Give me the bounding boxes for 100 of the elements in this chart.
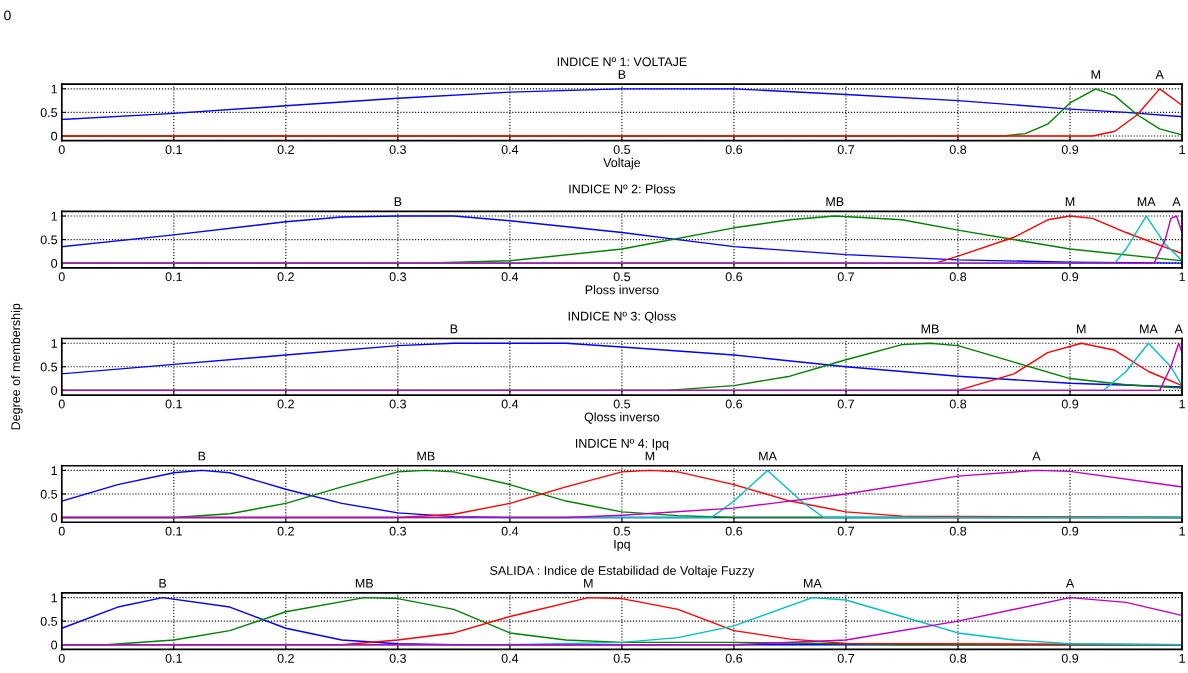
x-tick-label: 0.1 <box>165 272 182 282</box>
x-axis-title: Voltaje <box>603 157 641 170</box>
series-label: MA <box>759 451 777 461</box>
x-tick-label: 1 <box>1179 654 1185 663</box>
y-tick-label: 1 <box>51 84 57 94</box>
x-tick-label: 0.9 <box>1061 145 1079 155</box>
x-tick-label: 0.4 <box>501 653 519 663</box>
x-axis-title: Qloss inverso <box>584 412 660 424</box>
x-tick-label: 0.3 <box>389 272 406 282</box>
y-tick-label: 0 <box>51 513 58 523</box>
y-tick-label: 0.5 <box>40 235 58 245</box>
x-tick-label: 0.9 <box>1061 653 1079 663</box>
chart-title: SALIDA : Indice de Estabilidad de Voltaje Fuzzy <box>490 565 755 578</box>
series-label: A <box>1174 324 1183 334</box>
chart-title: INDICE Nº 2: Ploss <box>569 184 676 194</box>
x-axis-title: Ploss inverso <box>585 285 659 295</box>
x-tick-label: 0.3 <box>389 145 406 155</box>
x-tick-label: 0.1 <box>165 526 182 536</box>
series-label: MA <box>1140 324 1158 334</box>
series-label: A <box>1032 451 1041 461</box>
chart-title: INDICE Nº 1: VOLTAJE <box>557 57 687 67</box>
y-tick-label: 0.5 <box>40 489 58 499</box>
x-tick-label: 0 <box>58 145 65 155</box>
y-tick-label: 0.5 <box>40 108 58 118</box>
series-label: M <box>1065 197 1075 206</box>
series-label: MA <box>1137 197 1156 206</box>
x-tick-label: 0.7 <box>837 272 855 282</box>
series-label: B <box>394 197 402 206</box>
x-tick-label: 0.6 <box>725 145 743 155</box>
x-tick-label: 1 <box>1179 272 1185 282</box>
series-label: B <box>159 578 167 588</box>
series-label: MB <box>355 578 373 588</box>
series-label: A <box>1172 197 1181 206</box>
y-tick-label: 1 <box>51 466 57 475</box>
x-tick-label: 0.9 <box>1061 526 1079 536</box>
x-tick-label: 0.2 <box>277 653 294 663</box>
x-tick-label: 0.5 <box>613 145 631 155</box>
x-tick-label: 0.8 <box>949 526 967 536</box>
y-tick-label: 0 <box>51 258 58 268</box>
x-tick-label: 0.3 <box>389 653 406 663</box>
x-tick-label: 1 <box>1179 526 1185 536</box>
x-tick-label: 0.5 <box>613 653 631 663</box>
series-label: MB <box>921 324 939 334</box>
x-tick-label: 0 <box>58 526 65 536</box>
x-tick-label: 0.1 <box>165 653 182 663</box>
x-tick-label: 0.7 <box>837 399 855 409</box>
series-label: M <box>584 578 593 588</box>
series-label: M <box>1077 324 1086 334</box>
x-tick-label: 0.2 <box>277 399 294 409</box>
x-tick-label: 1 <box>1179 399 1185 409</box>
series-label: MB <box>826 197 844 206</box>
y-tick-label: 0.5 <box>40 616 58 626</box>
x-tick-label: 0.2 <box>277 526 294 536</box>
series-label: MA <box>804 578 822 588</box>
y-tick-label: 1 <box>51 211 57 221</box>
series-label: M <box>645 451 655 461</box>
series-label: M <box>1091 70 1100 79</box>
x-tick-label: 0.4 <box>501 145 519 155</box>
x-tick-label: 0.6 <box>725 653 743 663</box>
x-tick-label: 0.8 <box>949 399 967 409</box>
x-tick-label: 1 <box>1179 145 1185 154</box>
x-tick-label: 0.1 <box>165 399 182 409</box>
x-tick-label: 0 <box>58 653 65 663</box>
series-label: B <box>198 451 206 461</box>
x-tick-label: 0.2 <box>277 272 294 282</box>
x-tick-label: 0.2 <box>277 145 294 155</box>
x-tick-label: 0.5 <box>613 272 631 282</box>
series-label: B <box>450 324 458 334</box>
x-tick-label: 0.6 <box>725 399 743 409</box>
x-tick-label: 0.7 <box>837 653 855 663</box>
x-tick-label: 0.8 <box>949 272 967 282</box>
x-tick-label: 0.3 <box>389 399 406 409</box>
x-tick-label: 0.8 <box>949 653 967 663</box>
text: 0 <box>4 10 11 21</box>
series-label: B <box>618 70 626 79</box>
series-label: A <box>1065 578 1075 588</box>
chart-title: INDICE Nº 4: Ipq <box>575 438 669 451</box>
y-tick-label: 1 <box>51 339 57 348</box>
x-axis-title: Ipq <box>614 539 630 552</box>
x-tick-label: 0.9 <box>1061 399 1079 409</box>
x-tick-label: 0.6 <box>725 526 743 536</box>
y-tick-label: 0 <box>51 386 58 395</box>
series-label: MB <box>417 451 435 461</box>
series-label: A <box>1155 70 1164 79</box>
x-tick-label: 0.9 <box>1061 272 1079 282</box>
x-tick-label: 0.3 <box>389 526 406 536</box>
y-tick-label: 0.5 <box>40 362 58 372</box>
x-tick-label: 0.1 <box>165 145 182 155</box>
x-tick-label: 0.4 <box>501 526 519 536</box>
x-tick-label: 0.6 <box>725 272 743 282</box>
y-axis-title: Degree of membership <box>10 303 23 430</box>
x-tick-label: 0.4 <box>501 272 519 282</box>
x-tick-label: 0 <box>58 399 65 409</box>
x-tick-label: 0.8 <box>949 145 967 155</box>
y-tick-label: 0 <box>51 640 58 650</box>
chart-title: INDICE Nº 3: Qloss <box>568 311 676 323</box>
x-tick-label: 0.7 <box>837 145 855 155</box>
x-tick-label: 0 <box>58 272 65 282</box>
y-tick-label: 1 <box>51 593 57 603</box>
y-tick-label: 0 <box>51 131 58 141</box>
